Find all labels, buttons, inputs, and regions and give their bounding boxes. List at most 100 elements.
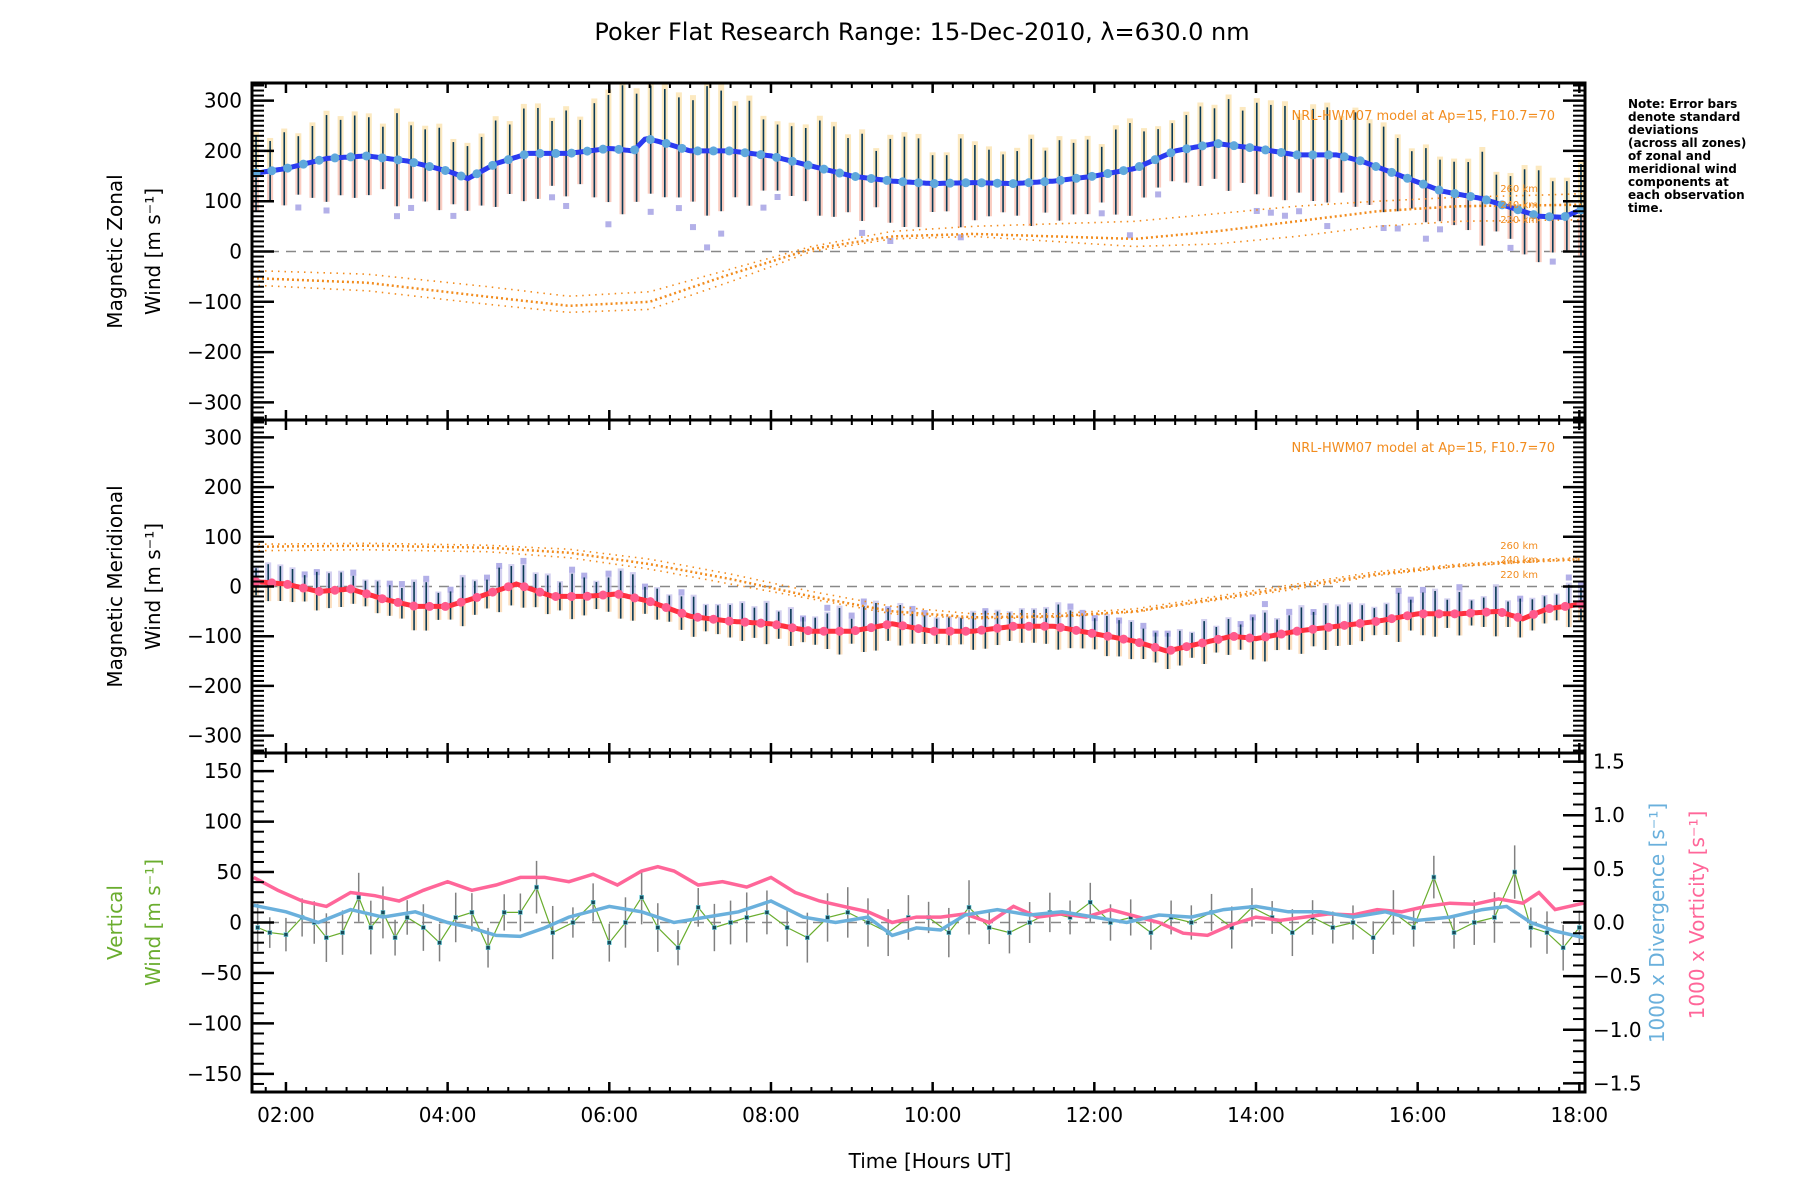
altitude-label: 220 km (1500, 570, 1538, 581)
vertical-wind-point (267, 930, 273, 935)
mean-marker (1387, 167, 1397, 177)
vertical-wind-point (356, 894, 362, 900)
mean-marker (1040, 177, 1050, 187)
right-y-tick-label: −0.5 (1593, 964, 1642, 988)
vertical-wind-point (1577, 925, 1582, 930)
mean-marker (503, 155, 513, 165)
x-tick-label: 12:00 (1065, 1103, 1123, 1127)
mean-marker (267, 166, 277, 176)
vertical-wind-point (469, 910, 475, 915)
vertical-wind-point (392, 935, 398, 940)
vertical-wind-point (255, 925, 260, 930)
mean-marker (1103, 169, 1113, 179)
mean-marker (456, 171, 466, 181)
mean-marker (772, 152, 782, 162)
mean-marker (1308, 150, 1318, 160)
zone-outlier (848, 612, 855, 619)
mean-marker (361, 589, 371, 599)
altitude-label: 240 km (1500, 200, 1538, 211)
y-tick-label: 0 (229, 575, 242, 599)
vertical-wind-point (744, 915, 750, 920)
mean-marker (1513, 205, 1523, 215)
vertical-wind-point (518, 910, 523, 915)
chart-title: Poker Flat Research Range: 15-Dec-2010, … (594, 18, 1249, 46)
mean-marker (409, 601, 419, 611)
y-tick-label: 100 (204, 189, 242, 213)
vertical-wind-point (606, 940, 612, 945)
vertical-wind-point (1544, 930, 1550, 935)
mean-marker (1529, 609, 1539, 619)
note-line: meridional wind (1628, 162, 1737, 176)
mean-marker (740, 148, 750, 158)
zone-outlier (760, 204, 767, 211)
mean-marker (1055, 622, 1065, 632)
plot-area-meridional (252, 542, 1585, 670)
mean-marker (488, 160, 498, 170)
mean-marker (1008, 179, 1018, 189)
zone-outlier (450, 212, 457, 219)
zone-outlier (408, 204, 415, 211)
mean-marker (1466, 608, 1476, 618)
vertical-wind-point (1560, 945, 1566, 951)
mean-marker (298, 583, 308, 593)
mean-marker (977, 178, 987, 188)
mean-marker (361, 151, 371, 161)
mean-marker (1450, 609, 1460, 619)
mean-marker (1197, 638, 1207, 648)
mean-marker (645, 134, 655, 144)
vertical-wind-point (1370, 935, 1376, 940)
mean-marker (1466, 191, 1476, 201)
model-line-model-220-km (252, 219, 1582, 314)
y-tick-label: −300 (187, 724, 242, 748)
mean-marker (1166, 645, 1176, 655)
mean-marker (1387, 614, 1397, 624)
y-tick-label: 200 (204, 475, 242, 499)
mean-marker (425, 601, 435, 611)
model-line-model-240-km (252, 203, 1582, 307)
plot-area-vertical (252, 845, 1585, 971)
zone-outlier (1067, 603, 1074, 610)
y-tick-label: 50 (217, 860, 242, 884)
zone-outlier (549, 194, 556, 201)
mean-marker (850, 626, 860, 636)
zone-outlier (1286, 608, 1293, 615)
zone-outlier (675, 205, 682, 212)
mean-marker (1134, 162, 1144, 172)
zone-outlier (398, 581, 405, 588)
mean-marker (1197, 141, 1207, 151)
mean-marker (283, 163, 293, 173)
vertical-wind-point (675, 945, 681, 951)
vertical-wind-point (1431, 874, 1437, 880)
zone-outlier (386, 580, 393, 587)
x-tick-label: 18:00 (1551, 1103, 1609, 1127)
mean-marker (945, 178, 955, 188)
zone-outlier (1261, 601, 1268, 608)
note-line: (across all zones) (1628, 136, 1746, 150)
mean-marker (283, 579, 293, 589)
x-tick-label: 10:00 (904, 1103, 962, 1127)
zone-outlier (1577, 582, 1584, 589)
y-axis-label-line1: Magnetic Zonal (103, 174, 127, 328)
zone-outlier (1091, 615, 1098, 622)
zone-outlier (605, 221, 612, 228)
vertical-wind-point (340, 930, 345, 935)
vertical-wind-point (590, 900, 596, 905)
mean-marker (440, 165, 450, 175)
zone-outlier (859, 229, 866, 236)
mean-marker (1087, 628, 1097, 638)
mean-marker (1402, 173, 1412, 183)
mean-marker (772, 620, 782, 630)
mean-marker (1071, 173, 1081, 183)
mean-marker (1134, 638, 1144, 648)
vertical-wind-point (623, 920, 628, 925)
vertical-wind-point (1350, 920, 1356, 925)
mean-marker (992, 623, 1002, 633)
model-label: NRL-HWM07 model at Ap=15, F10.7=70 (1292, 441, 1556, 456)
mean-marker (393, 155, 403, 165)
mean-marker (961, 178, 971, 188)
y-tick-label: 300 (204, 425, 242, 449)
zone-outlier (423, 575, 430, 582)
zone-outlier (496, 562, 503, 569)
vertical-wind-point (283, 932, 289, 937)
y-tick-label: 100 (204, 810, 242, 834)
